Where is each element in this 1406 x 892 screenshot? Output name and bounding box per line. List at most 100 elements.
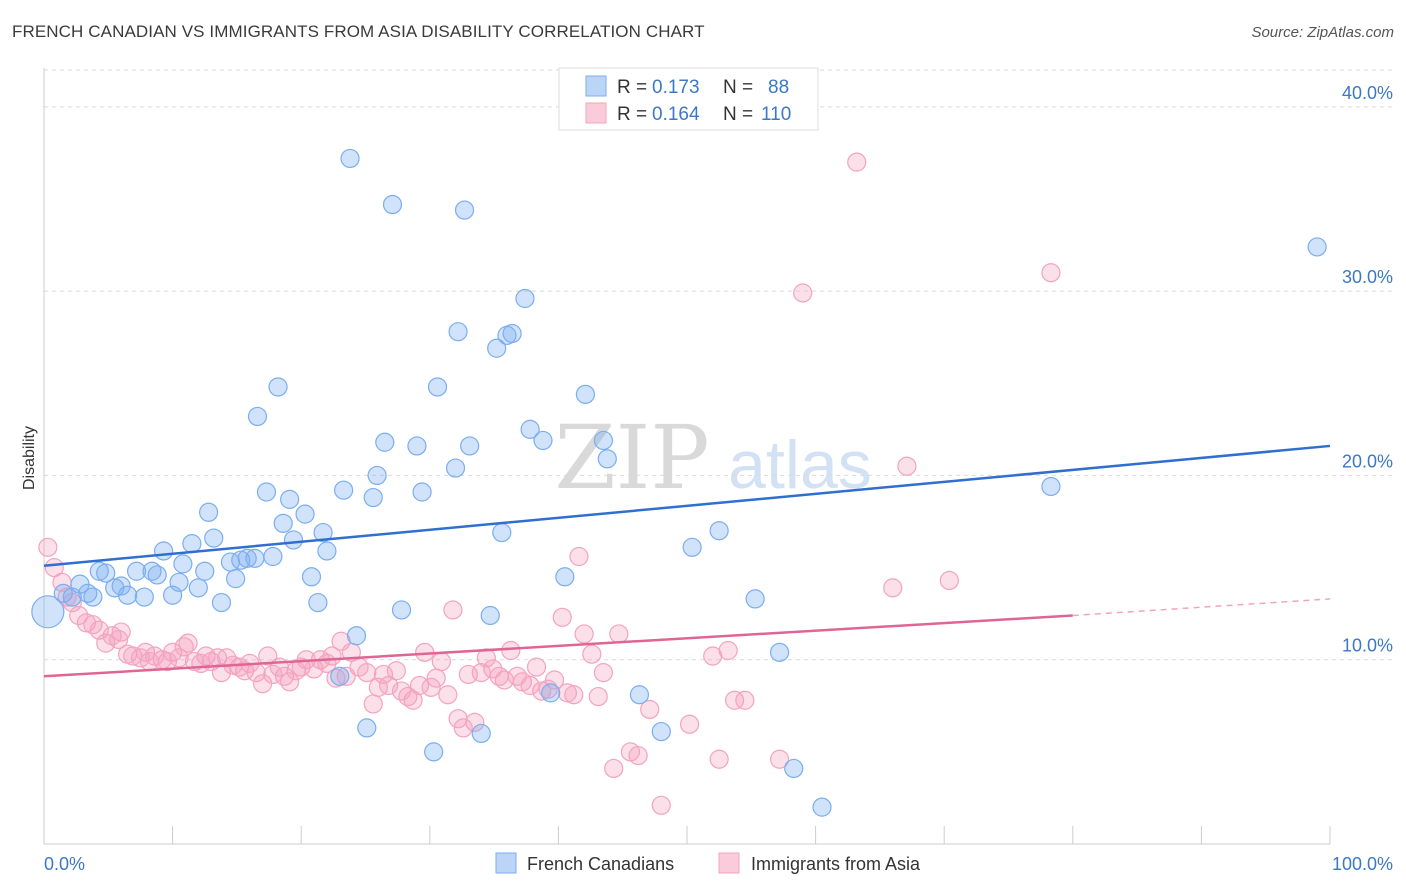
french-point (273, 513, 293, 533)
legend-n-value-2: 110 (761, 104, 791, 125)
asia-point (373, 664, 394, 685)
french-point (487, 338, 507, 358)
french-point (31, 595, 65, 629)
legend-n-value-1: 88 (768, 77, 789, 98)
french-point (226, 569, 246, 589)
french-point (784, 758, 804, 779)
y-tick-label: 10.0% (1342, 636, 1393, 656)
french-point (412, 482, 432, 502)
french-point (629, 685, 650, 705)
french-point (445, 458, 466, 478)
asia-point (258, 646, 278, 666)
french-point (199, 502, 219, 522)
french-point (555, 567, 575, 587)
legend-swatch-asia (585, 102, 607, 124)
asia-point (883, 578, 903, 598)
asia-point (476, 648, 496, 668)
asia-point (178, 633, 198, 653)
asia-point (96, 633, 116, 653)
asia-point (57, 587, 77, 607)
legend-r-label-1: R = (617, 77, 647, 98)
french-point (593, 430, 614, 451)
legend-r-value-1: 0.173 (652, 77, 700, 98)
french-point (330, 666, 350, 686)
legend-r-value-2: 0.164 (652, 104, 700, 125)
trend-line-asia (43, 614, 1073, 678)
french-point (78, 583, 98, 603)
french-point (134, 587, 154, 607)
asia-point (709, 749, 729, 769)
french-point (357, 718, 377, 738)
french-point (1307, 237, 1327, 257)
asia-point (520, 675, 540, 696)
asia-point (769, 749, 790, 769)
asia-point (398, 686, 418, 707)
asia-point (169, 648, 189, 668)
asia-point (357, 663, 377, 683)
french-point (83, 587, 103, 607)
french-point (245, 548, 265, 568)
asia-point (582, 644, 602, 664)
legend-r-label-2: R = (617, 104, 647, 125)
french-point (263, 546, 283, 567)
legend-n-label-1: N = (723, 77, 753, 98)
french-point (147, 565, 167, 585)
asia-point (386, 661, 406, 681)
french-point (346, 626, 367, 646)
asia-point (44, 557, 64, 578)
french-point (295, 504, 315, 524)
series-french-points (31, 148, 1327, 817)
french-point (651, 721, 671, 742)
french-point (460, 436, 480, 456)
asia-point (483, 659, 503, 679)
french-point (363, 487, 383, 508)
asia-point (421, 677, 441, 697)
asia-point (593, 663, 614, 683)
asia-point (174, 637, 194, 657)
french-point (407, 436, 427, 456)
x-tick-label-min: 0.0% (44, 854, 85, 874)
asia-point (724, 690, 745, 710)
french-point (231, 550, 251, 570)
asia-point (38, 537, 58, 557)
asia-point (431, 651, 451, 672)
french-point (317, 541, 337, 561)
asia-point (108, 629, 129, 650)
french-point (89, 561, 109, 581)
asia-point (718, 640, 738, 661)
french-point (334, 480, 354, 500)
french-point (117, 585, 138, 605)
asia-point (939, 570, 959, 591)
asia-point (552, 607, 572, 627)
french-point (812, 797, 832, 817)
french-point (313, 522, 333, 543)
french-point (769, 642, 790, 662)
y-tick-label: 40.0% (1342, 83, 1393, 103)
french-point (391, 600, 412, 620)
legend-swatch-french (585, 75, 607, 97)
legend-n-label-2: N = (723, 104, 753, 125)
french-point (142, 561, 162, 581)
bottom-legend-asia: Immigrants from Asia (751, 854, 921, 874)
french-point (96, 563, 116, 583)
french-point (247, 406, 268, 427)
asia-point (651, 795, 671, 815)
asia-point (574, 624, 594, 644)
asia-point (69, 605, 89, 626)
french-point (480, 605, 500, 626)
french-point (211, 592, 232, 613)
series-asia-points (38, 152, 1061, 815)
french-point (575, 384, 596, 404)
legend: R = 0.173 N = 88 R = 0.164 N = 110 (558, 67, 819, 131)
french-point (301, 567, 322, 587)
y-axis-label: Disability (21, 426, 38, 490)
asia-point (557, 683, 578, 703)
asia-point (735, 690, 755, 710)
french-point (169, 572, 189, 592)
asia-point (426, 668, 446, 688)
french-point (126, 561, 147, 581)
asia-point (847, 152, 867, 172)
french-point (541, 683, 561, 703)
asia-point (640, 699, 660, 720)
asia-point (588, 686, 608, 707)
